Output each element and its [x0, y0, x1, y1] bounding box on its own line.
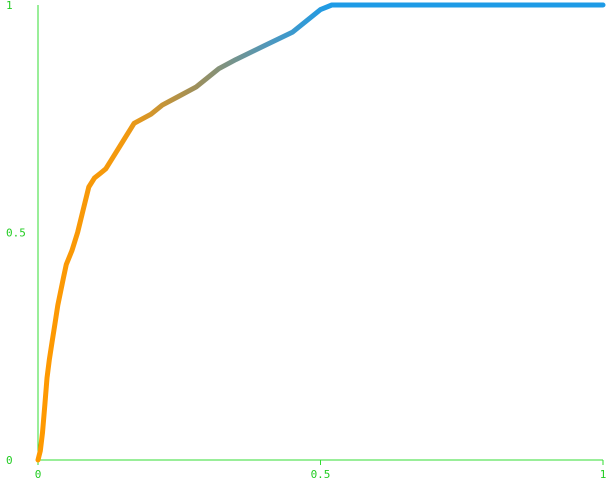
y-tick-label: 0.5 [6, 227, 26, 240]
x-axis-ticks: 0 0.5 1 [35, 460, 607, 481]
series-line [35, 2, 606, 463]
y-tick-label: 0 [6, 454, 13, 467]
y-tick-label: 1 [6, 0, 13, 12]
x-tick-label: 1 [600, 468, 607, 481]
x-tick-label: 0 [35, 468, 42, 481]
y-axis-ticks: 00.51 [6, 0, 26, 467]
x-tick-label: 0.5 [311, 468, 331, 481]
